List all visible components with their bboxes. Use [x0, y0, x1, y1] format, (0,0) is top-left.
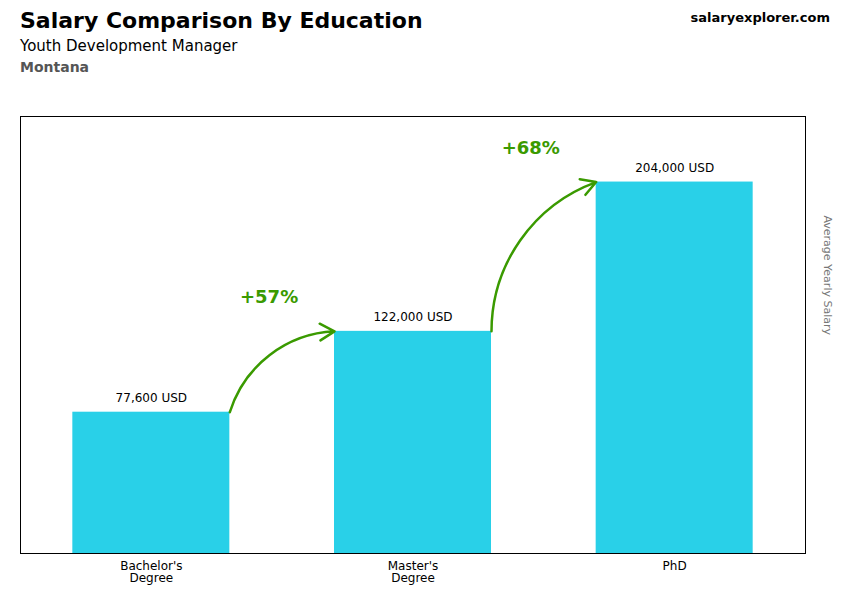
svg-text:PhD: PhD	[663, 559, 687, 573]
svg-text:Average Yearly Salary: Average Yearly Salary	[821, 215, 834, 335]
svg-text:122,000 USD: 122,000 USD	[373, 310, 452, 324]
svg-text:Bachelor'sDegree: Bachelor'sDegree	[120, 559, 182, 585]
html-text:Salary Comparison By Education: Salary Comparison By Education	[20, 8, 423, 33]
svg-text:204,000 USD: 204,000 USD	[635, 161, 714, 175]
svg-text:77,600 USD: 77,600 USD	[116, 391, 187, 405]
svg-text:Master'sDegree: Master'sDegree	[388, 559, 439, 585]
html-text:salaryexplorer.com: salaryexplorer.com	[690, 10, 830, 25]
svg-text:+57%: +57%	[240, 286, 298, 307]
svg-text:+68%: +68%	[502, 137, 560, 158]
html-text:Montana: Montana	[20, 59, 90, 75]
html-text:Youth Development Manager: Youth Development Manager	[20, 37, 238, 55]
